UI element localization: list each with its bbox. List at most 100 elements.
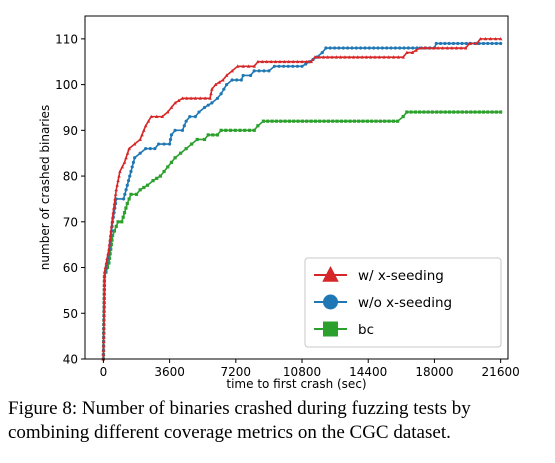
data-point [180,96,185,100]
data-point [134,192,139,196]
data-point [447,110,452,114]
data-point [326,55,330,59]
data-point [102,291,106,296]
data-point [320,50,324,55]
data-point [198,96,203,100]
data-point [138,151,142,155]
data-point [267,69,271,73]
data-point [300,64,304,68]
data-point [146,119,151,123]
data-point [338,55,343,59]
data-point [334,55,339,59]
data-point [354,46,358,50]
data-point [124,206,128,210]
data-point [173,156,177,160]
data-point [111,210,115,215]
data-point [483,36,488,41]
data-point [162,142,166,146]
data-point [339,119,343,123]
data-point [185,96,189,100]
data-point [279,119,283,123]
legend-label: w/o x-seeding [358,295,452,311]
data-point [120,220,124,224]
data-point [219,92,223,96]
data-point [256,59,260,64]
data-point [206,103,210,107]
data-point [114,187,119,192]
data-point [230,68,234,73]
data-point [435,110,439,114]
data-point [228,128,233,132]
data-point [264,59,269,64]
data-point [208,96,212,100]
data-point [498,36,503,41]
data-point [102,313,106,317]
data-point [257,69,261,73]
data-point [124,188,128,192]
data-point [326,119,331,123]
figure-caption: Figure 8: Number of binaries crashed dur… [8,398,471,443]
y-tick-label: 80 [63,170,78,184]
data-point [467,41,472,45]
data-point [454,46,459,50]
data-point [132,142,137,146]
data-point [422,110,426,114]
data-point [210,87,214,91]
data-point [122,211,127,215]
data-point [241,64,245,68]
data-point [351,55,356,59]
data-point [333,46,337,50]
data-point [158,174,163,178]
data-point [328,46,332,50]
axes-layer: 0 3600 7200 10800 14400 18000 21600 40 50 60 70 80 9… [55,32,520,379]
data-point [396,55,401,59]
data-point [108,233,113,237]
data-point [269,59,273,64]
data-point [107,242,112,247]
data-point [291,64,295,68]
data-point [148,147,152,151]
data-point [252,69,256,73]
data-point [377,55,382,59]
y-tick-label: 60 [63,261,78,275]
data-point [203,96,207,100]
data-point [155,176,159,180]
data-point [438,41,443,46]
data-point [122,160,127,164]
data-point [445,46,450,50]
data-point [162,169,166,174]
data-point [436,46,440,50]
data-point [456,41,460,46]
data-point [222,87,226,91]
data-point [344,119,348,123]
data-point [282,59,287,64]
data-point [239,78,243,82]
data-point [117,174,121,178]
data-point [116,178,120,183]
data-point [277,64,281,68]
data-point [206,133,210,137]
data-point [356,55,360,59]
data-point [138,137,142,141]
data-point [256,124,260,128]
data-point [341,46,345,50]
data-point [248,73,253,78]
data-point [193,115,197,119]
y-axis-label: number of crashed binaries [38,105,52,270]
data-point [393,46,397,50]
data-point [347,55,351,59]
data-point [477,110,481,114]
data-point [376,46,380,50]
y-tick-label: 40 [63,353,78,367]
data-point [350,46,354,50]
data-point [112,201,117,205]
data-point [177,98,181,103]
data-point [235,64,240,68]
data-point [168,137,173,142]
data-point [102,287,107,291]
data-point [224,73,229,77]
data-point [443,41,447,46]
data-point [450,46,454,50]
x-tick-label: 21600 [482,365,520,379]
data-point [434,41,438,46]
